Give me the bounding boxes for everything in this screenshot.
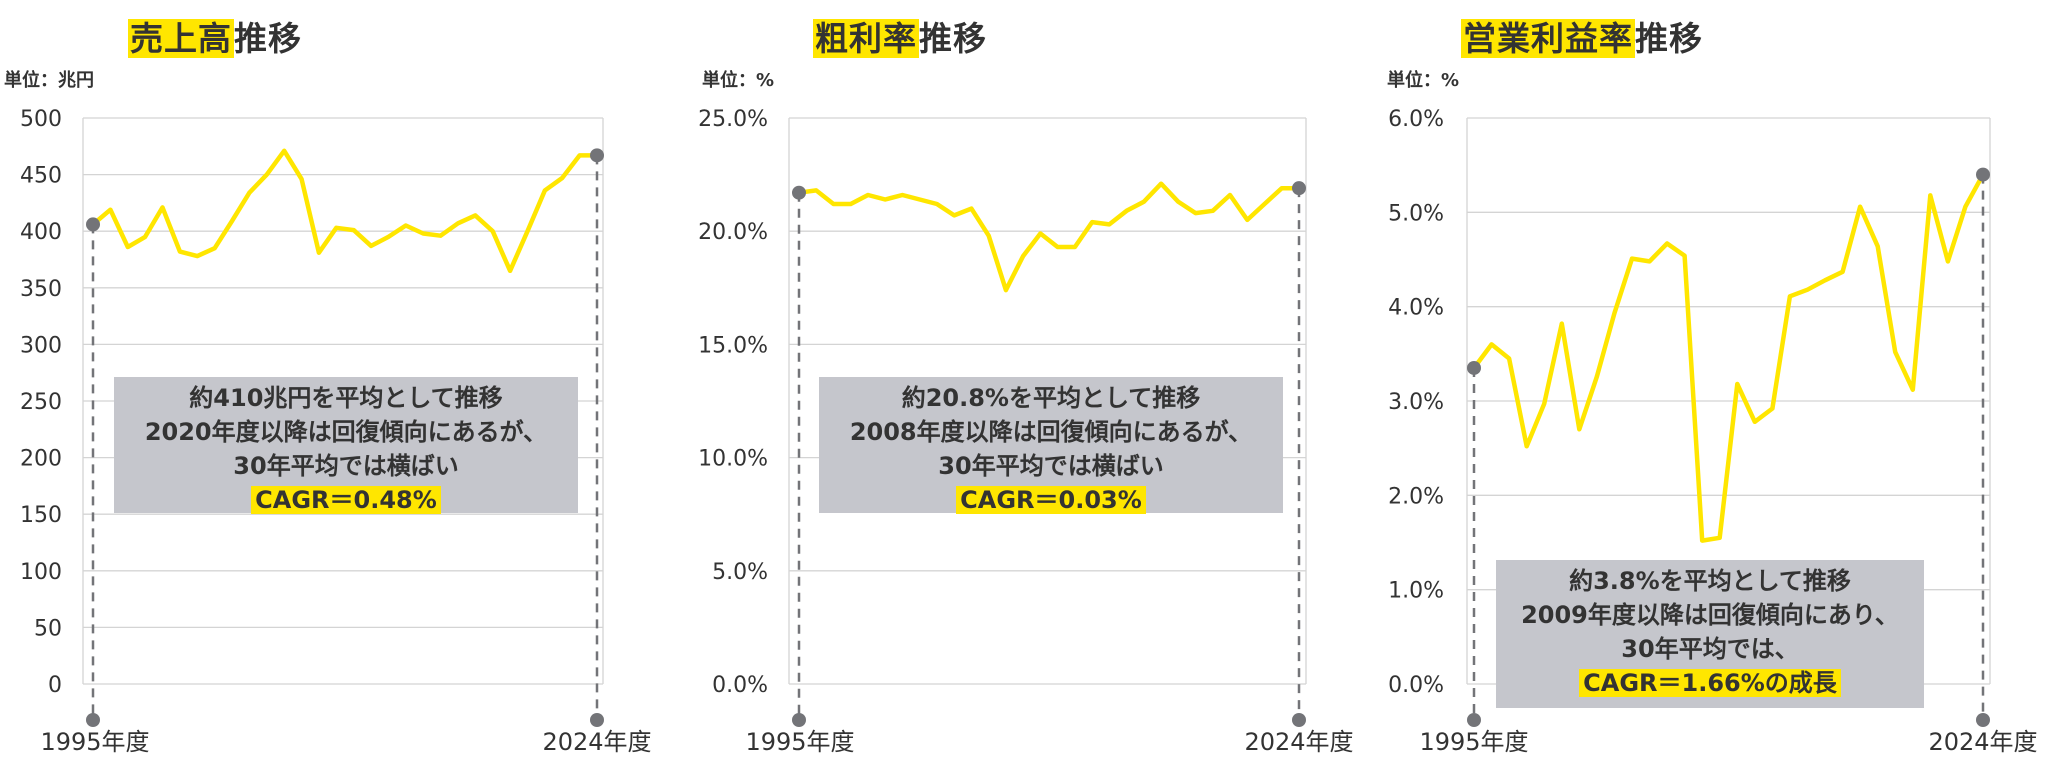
start-axis-marker bbox=[1467, 713, 1481, 727]
y-tick-label: 300 bbox=[20, 333, 62, 358]
title-highlight: 売上高 bbox=[128, 19, 234, 58]
start-point-marker bbox=[792, 185, 806, 200]
cagr-label: CAGR＝0.48% bbox=[251, 486, 441, 514]
title-rest: 推移 bbox=[1635, 19, 1703, 58]
x-label-start: 1995年度 bbox=[745, 728, 854, 756]
y-tick-label: 0 bbox=[48, 673, 62, 698]
y-tick-label: 50 bbox=[34, 616, 62, 641]
series-line bbox=[91, 148, 597, 274]
title-rest: 推移 bbox=[919, 19, 987, 58]
y-tick-label: 500 bbox=[20, 107, 62, 132]
start-axis-marker bbox=[792, 713, 806, 727]
y-tick-label: 6.0% bbox=[1388, 107, 1444, 132]
y-tick-label: 150 bbox=[20, 503, 62, 528]
cagr-label: CAGR＝1.66%の成長 bbox=[1579, 669, 1841, 697]
y-tick-label: 4.0% bbox=[1388, 296, 1444, 321]
y-tick-label: 5.0% bbox=[1388, 201, 1444, 226]
y-tick-label: 3.0% bbox=[1388, 390, 1444, 415]
y-tick-label: 200 bbox=[20, 447, 62, 472]
y-tick-label: 5.0% bbox=[712, 560, 768, 585]
note-line: 30年平均では、 bbox=[1621, 635, 1799, 663]
y-tick-label: 2.0% bbox=[1388, 484, 1444, 509]
unit-label: 単位：% bbox=[1387, 70, 1460, 91]
note-line: 2009年度以降は回復傾向にあり、 bbox=[1521, 601, 1899, 629]
note-line: 2008年度以降は回復傾向にあるが、 bbox=[849, 418, 1253, 446]
note-line: 30年平均では横ばい bbox=[233, 452, 459, 480]
y-tick-label: 15.0% bbox=[698, 333, 768, 358]
panel-gross-margin: 粗利率推移 単位：% bbox=[680, 0, 1360, 767]
note-line: 30年平均では横ばい bbox=[938, 452, 1164, 480]
y-tick-label: 0.0% bbox=[1388, 673, 1444, 698]
x-label-end: 2024年度 bbox=[1244, 728, 1353, 756]
note-line: 約20.8%を平均として推移 bbox=[901, 384, 1201, 412]
unit-label: 単位：% bbox=[702, 70, 775, 91]
note-line: 2020年度以降は回復傾向にあるが、 bbox=[144, 418, 548, 446]
chart-title: 売上高推移 bbox=[45, 12, 385, 60]
panel-operating-margin: 営業利益率推移 単位：% bbox=[1360, 0, 2048, 767]
y-tick-label: 100 bbox=[20, 560, 62, 585]
end-axis-marker bbox=[1292, 713, 1306, 727]
x-label-end: 2024年度 bbox=[542, 728, 651, 756]
title-highlight: 粗利率 bbox=[813, 19, 919, 58]
note-box-operating-margin: 約3.8%を平均として推移 2009年度以降は回復傾向にあり、 30年平均では、… bbox=[1496, 560, 1924, 708]
series-line bbox=[1472, 173, 1985, 543]
note-box-gross-margin: 約20.8%を平均として推移 2008年度以降は回復傾向にあるが、 30年平均で… bbox=[819, 377, 1283, 514]
series-line bbox=[798, 181, 1299, 293]
unit-label: 単位：兆円 bbox=[4, 70, 94, 91]
note-line: 約3.8%を平均として推移 bbox=[1569, 567, 1851, 595]
start-point-marker bbox=[1467, 360, 1481, 375]
x-label-start: 1995年度 bbox=[40, 728, 149, 756]
title-rest: 推移 bbox=[234, 19, 302, 58]
y-tick-label: 250 bbox=[20, 390, 62, 415]
y-tick-label: 10.0% bbox=[698, 447, 768, 472]
x-label-start: 1995年度 bbox=[1419, 728, 1528, 756]
end-point-marker bbox=[1976, 167, 1990, 182]
y-tick-label: 25.0% bbox=[698, 107, 768, 132]
end-point-marker bbox=[590, 148, 604, 163]
end-point-marker bbox=[1292, 181, 1306, 196]
y-tick-label: 1.0% bbox=[1388, 579, 1444, 604]
cagr-label: CAGR＝0.03% bbox=[956, 486, 1146, 514]
y-tick-label: 0.0% bbox=[712, 673, 768, 698]
y-tick-label: 20.0% bbox=[698, 220, 768, 245]
title-highlight: 営業利益率 bbox=[1461, 19, 1635, 58]
chart-title: 営業利益率推移 bbox=[1402, 12, 1762, 60]
x-label-end: 2024年度 bbox=[1928, 728, 2037, 756]
chart-title: 粗利率推移 bbox=[730, 12, 1070, 60]
start-axis-marker bbox=[86, 713, 100, 727]
panel-sales: 売上高推移 単位：兆円 bbox=[0, 0, 680, 767]
note-box-sales: 約410兆円を平均として推移 2020年度以降は回復傾向にあるが、 30年平均で… bbox=[114, 377, 578, 514]
y-tick-label: 400 bbox=[20, 220, 62, 245]
y-tick-label: 350 bbox=[20, 277, 62, 302]
note-line: 約410兆円を平均として推移 bbox=[189, 384, 503, 412]
end-axis-marker bbox=[1976, 713, 1990, 727]
start-point-marker bbox=[86, 217, 100, 232]
y-tick-label: 450 bbox=[20, 164, 62, 189]
end-axis-marker bbox=[590, 713, 604, 727]
